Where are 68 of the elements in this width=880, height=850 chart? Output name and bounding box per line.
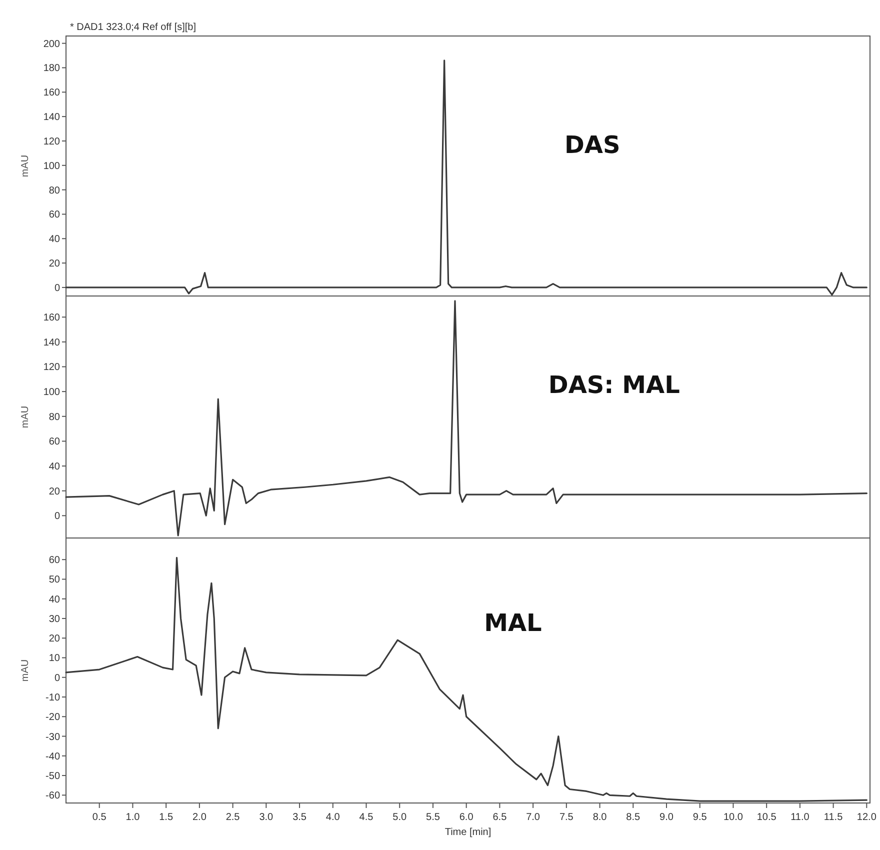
y-tick-label: -10 [46,692,60,704]
x-tick-label: 3.0 [259,812,274,823]
annotation: DAS: MAL [548,370,680,399]
x-tick-label: 11.5 [824,812,844,823]
x-tick-label: 7.5 [559,812,574,823]
y-tick-label: 180 [43,63,60,74]
x-tick-label: 11.0 [790,812,810,823]
y-tick-label: -40 [46,751,60,762]
line-series [65,60,868,296]
y-tick-label: 60 [48,436,60,448]
y-tick-label: 40 [48,594,60,606]
x-tick-label: 4.5 [359,812,374,823]
y-tick-label: 120 [43,136,60,148]
x-tick-label: 4.0 [326,812,340,823]
x-tick-label: 6.5 [492,812,508,823]
y-tick-label: 20 [48,634,60,645]
y-axis-title: mAU [20,406,31,428]
annotation: MAL [484,608,542,637]
x-tick-label: 9.0 [660,812,674,823]
y-axis-title: mAU [20,154,31,178]
x-tick-label: 1.0 [126,812,140,823]
x-tick-label: 10.5 [756,812,777,823]
annotation: DAS [564,131,620,159]
x-tick-label: 0.5 [92,812,107,823]
y-tick-label: 0 [54,511,60,522]
chart-title: * DAD1 323.0;4 Ref off [s][b] [70,22,196,33]
y-tick-label: 200 [43,38,60,50]
y-tick-label: 30 [48,614,60,625]
y-tick-label: -60 [46,790,60,802]
y-tick-label: 0 [54,282,60,294]
x-tick-label: 10.0 [723,812,744,823]
y-tick-label: -50 [46,771,60,782]
y-tick-label: 20 [48,258,60,270]
x-tick-label: 9.5 [692,812,708,823]
y-tick-label: 140 [43,112,60,124]
x-tick-label: 3.5 [292,812,307,823]
y-tick-label: 20 [48,486,60,498]
y-tick-label: -20 [46,712,60,724]
y-tick-label: 40 [48,234,60,246]
x-axis-title: Time [min] [444,827,492,838]
x-tick-label: 6.0 [459,812,474,823]
x-tick-label: 8.5 [626,812,641,823]
x-tick-label: 2.0 [192,812,207,823]
y-tick-label: 0 [54,672,60,684]
y-tick-label: 80 [48,412,60,423]
x-tick-label: 1.5 [159,812,174,823]
x-tick-label: 8.0 [592,812,608,823]
y-tick-label: 60 [48,210,60,221]
line-series [65,556,868,802]
y-tick-label: 160 [43,312,60,324]
y-tick-label: 60 [48,555,60,566]
y-tick-label: 100 [43,387,60,398]
line-series [65,300,868,536]
x-tick-label: 12.0 [856,812,877,823]
y-tick-label: 80 [48,185,60,196]
y-tick-label: 140 [43,337,60,348]
y-tick-label: 40 [48,462,60,473]
x-tick-label: 7.0 [526,812,540,823]
y-tick-label: 160 [43,88,60,99]
y-tick-label: 50 [48,574,60,586]
y-tick-label: 120 [43,362,60,374]
y-tick-label: 100 [43,160,60,172]
y-axis-title: mAU [20,659,31,682]
y-tick-label: 10 [48,653,60,664]
y-tick-label: -30 [46,732,60,743]
x-tick-label: 5.5 [426,812,440,823]
x-tick-label: 5.0 [392,812,407,823]
x-tick-label: 2.5 [226,812,240,823]
